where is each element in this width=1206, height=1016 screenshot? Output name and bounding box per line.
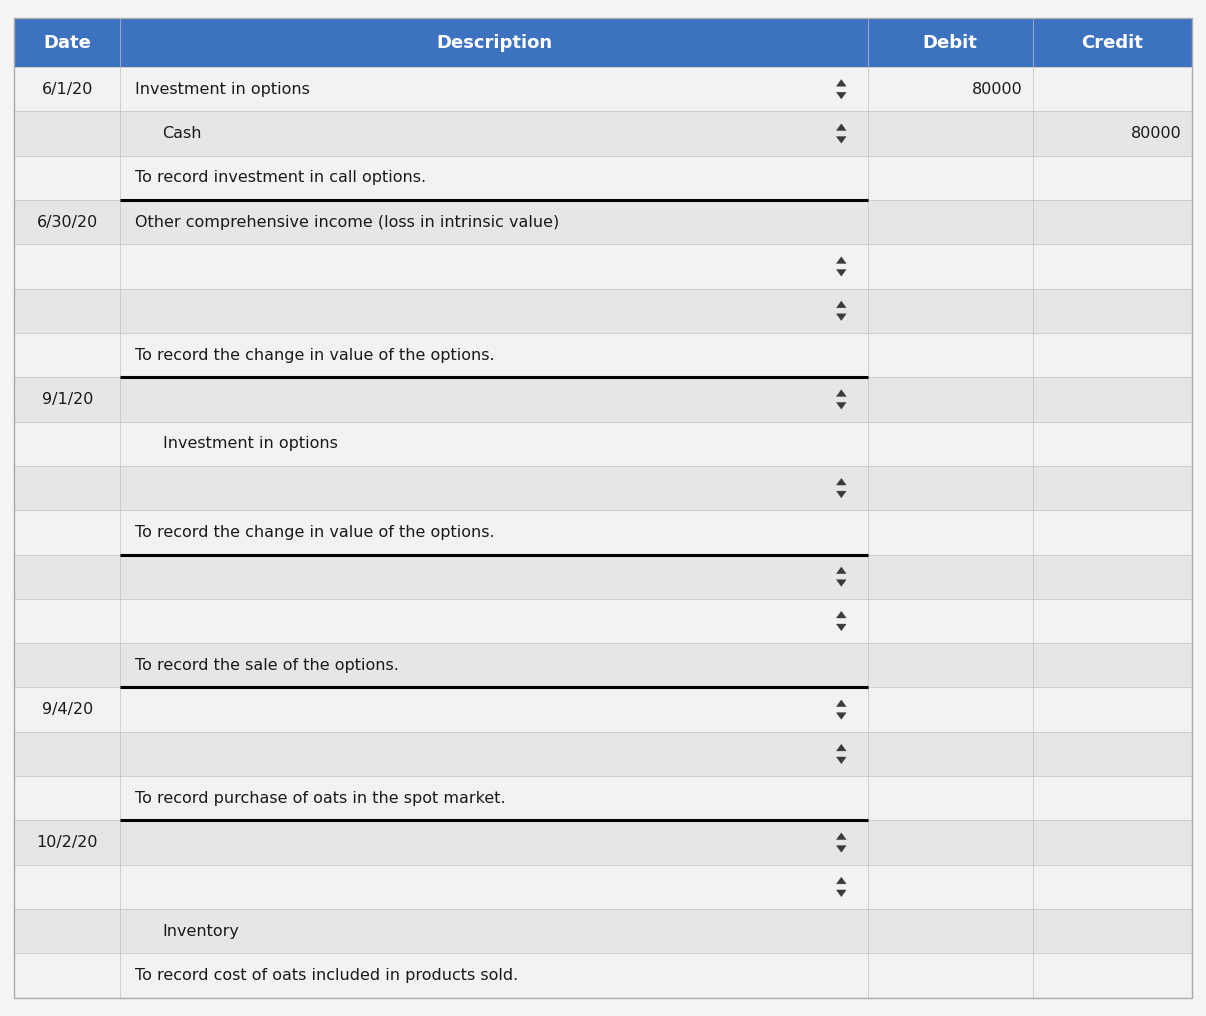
Bar: [14, 422, 1192, 466]
Bar: [14, 598, 1192, 643]
Bar: [14, 377, 1192, 422]
Polygon shape: [837, 845, 847, 852]
Polygon shape: [837, 700, 847, 706]
Text: To record the change in value of the options.: To record the change in value of the opt…: [135, 525, 494, 539]
Bar: [14, 155, 1192, 200]
Bar: [14, 112, 1192, 155]
Polygon shape: [837, 269, 847, 276]
Text: Investment in options: Investment in options: [135, 81, 310, 97]
Polygon shape: [837, 890, 847, 896]
Bar: [14, 821, 1192, 865]
Polygon shape: [837, 580, 847, 586]
Text: Date: Date: [43, 34, 92, 52]
Bar: [14, 67, 1192, 112]
Text: Description: Description: [437, 34, 552, 52]
Text: To record the change in value of the options.: To record the change in value of the opt…: [135, 347, 494, 363]
Bar: [14, 555, 1192, 598]
Text: 6/1/20: 6/1/20: [42, 81, 93, 97]
Text: Debit: Debit: [923, 34, 978, 52]
Polygon shape: [837, 124, 847, 130]
Polygon shape: [837, 92, 847, 99]
Bar: [14, 688, 1192, 732]
Text: 80000: 80000: [1131, 126, 1182, 141]
Polygon shape: [837, 491, 847, 498]
Bar: [14, 510, 1192, 555]
Polygon shape: [837, 390, 847, 396]
Bar: [14, 333, 1192, 377]
Text: To record purchase of oats in the spot market.: To record purchase of oats in the spot m…: [135, 790, 505, 806]
Polygon shape: [837, 479, 847, 485]
Polygon shape: [837, 79, 847, 86]
Text: Other comprehensive income (loss in intrinsic value): Other comprehensive income (loss in intr…: [135, 214, 560, 230]
Text: To record the sale of the options.: To record the sale of the options.: [135, 657, 399, 673]
Bar: [14, 643, 1192, 688]
Bar: [14, 776, 1192, 821]
Polygon shape: [837, 712, 847, 719]
Bar: [14, 909, 1192, 953]
Polygon shape: [837, 136, 847, 143]
Text: Credit: Credit: [1081, 34, 1143, 52]
Text: Cash: Cash: [163, 126, 203, 141]
Bar: [14, 244, 1192, 289]
Polygon shape: [837, 612, 847, 618]
Text: Investment in options: Investment in options: [163, 436, 338, 451]
Polygon shape: [837, 745, 847, 751]
Text: 6/30/20: 6/30/20: [37, 214, 98, 230]
Bar: [14, 732, 1192, 776]
Text: To record investment in call options.: To record investment in call options.: [135, 171, 426, 185]
Text: To record cost of oats included in products sold.: To record cost of oats included in produ…: [135, 968, 519, 983]
Polygon shape: [837, 301, 847, 308]
Polygon shape: [837, 314, 847, 320]
Bar: [14, 466, 1192, 510]
Polygon shape: [837, 757, 847, 764]
Bar: [14, 18, 1192, 67]
Text: 9/1/20: 9/1/20: [42, 392, 93, 407]
Polygon shape: [837, 833, 847, 839]
Polygon shape: [837, 877, 847, 884]
Text: 9/4/20: 9/4/20: [42, 702, 93, 717]
Polygon shape: [837, 624, 847, 631]
Text: Inventory: Inventory: [163, 924, 240, 939]
Bar: [14, 865, 1192, 909]
Polygon shape: [837, 257, 847, 263]
Polygon shape: [837, 567, 847, 574]
Bar: [14, 200, 1192, 244]
Bar: [14, 953, 1192, 998]
Text: 80000: 80000: [972, 81, 1023, 97]
Text: 10/2/20: 10/2/20: [36, 835, 98, 850]
Polygon shape: [837, 402, 847, 409]
Bar: [14, 289, 1192, 333]
